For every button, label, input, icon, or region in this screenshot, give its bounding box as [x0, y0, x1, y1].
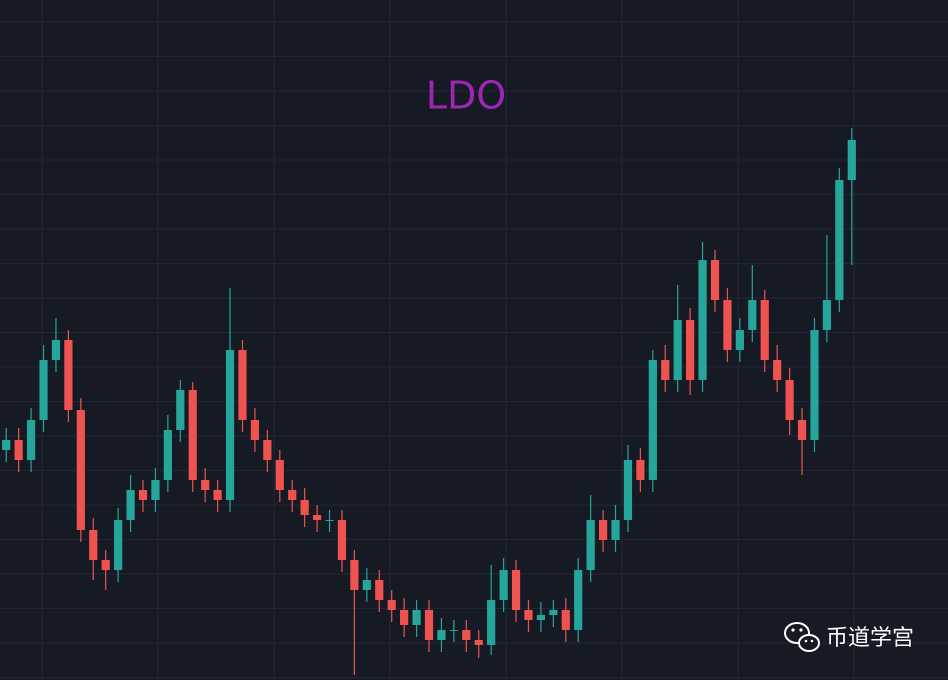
candle-body [797, 420, 807, 440]
candle-body [424, 610, 434, 640]
candle-body [89, 530, 98, 560]
candle-body [201, 480, 210, 490]
watermark: 币道学宫 [826, 626, 914, 651]
candle-body [673, 320, 682, 380]
candle-body [710, 260, 720, 300]
candle-body [636, 460, 645, 480]
candle-body [350, 560, 359, 590]
candle-body [250, 420, 260, 440]
wechat-icon [784, 622, 820, 652]
candle-body [735, 330, 744, 350]
candle-body [387, 600, 396, 610]
candle-body [400, 610, 409, 625]
candle-body [760, 300, 769, 360]
candle-body [437, 630, 446, 640]
candle-body [810, 330, 819, 440]
candle-body [126, 490, 135, 520]
candle-body [101, 560, 110, 570]
candle-body [39, 360, 48, 420]
candle-body [773, 360, 782, 380]
candle-body [337, 520, 347, 560]
candle-body [325, 520, 334, 521]
candle-body [26, 420, 36, 460]
candle-body [748, 300, 757, 330]
candle-body [275, 460, 284, 490]
candle-body [288, 490, 297, 500]
candle-body [723, 300, 732, 350]
candle-body [449, 630, 458, 631]
candle-body [462, 630, 471, 640]
candle-body [847, 140, 856, 180]
candle-body [574, 570, 583, 630]
candle-body [549, 610, 558, 615]
candle-body [785, 380, 794, 420]
candle-body [163, 430, 172, 480]
candle-body [114, 520, 123, 570]
candle-body [51, 340, 61, 360]
candle-body [474, 640, 483, 645]
candle-body [76, 410, 85, 530]
candle-body [375, 580, 384, 600]
candle-body [623, 460, 633, 520]
candle-body [661, 360, 670, 380]
candle-body [312, 515, 322, 520]
candle-body [151, 480, 160, 500]
candle-body [822, 300, 832, 330]
candle-body [648, 360, 657, 480]
candle-body [300, 500, 309, 515]
candle-body [511, 570, 521, 610]
candle-body [263, 440, 272, 460]
candle-body [238, 350, 247, 420]
candle-body [2, 440, 11, 450]
candle-body [176, 390, 185, 430]
candle-body [138, 490, 148, 500]
candle-body [412, 610, 421, 625]
candle-body [524, 610, 533, 620]
candle-body [499, 570, 508, 600]
candle-body [188, 390, 197, 480]
candle-body [611, 520, 620, 540]
candle-body [362, 580, 371, 590]
candle-body [64, 340, 73, 410]
candle-body [586, 520, 595, 570]
candle-body [698, 260, 707, 380]
candle-body [225, 350, 235, 500]
candle-body [213, 490, 222, 500]
candles [2, 128, 856, 675]
candle-body [487, 600, 496, 645]
candle-body [835, 180, 844, 300]
candle-body [686, 320, 695, 380]
candle-body [536, 615, 546, 620]
chart-title: LDO [426, 74, 506, 118]
candle-body [561, 610, 570, 630]
candle-body [14, 440, 23, 460]
candle-body [598, 520, 608, 540]
